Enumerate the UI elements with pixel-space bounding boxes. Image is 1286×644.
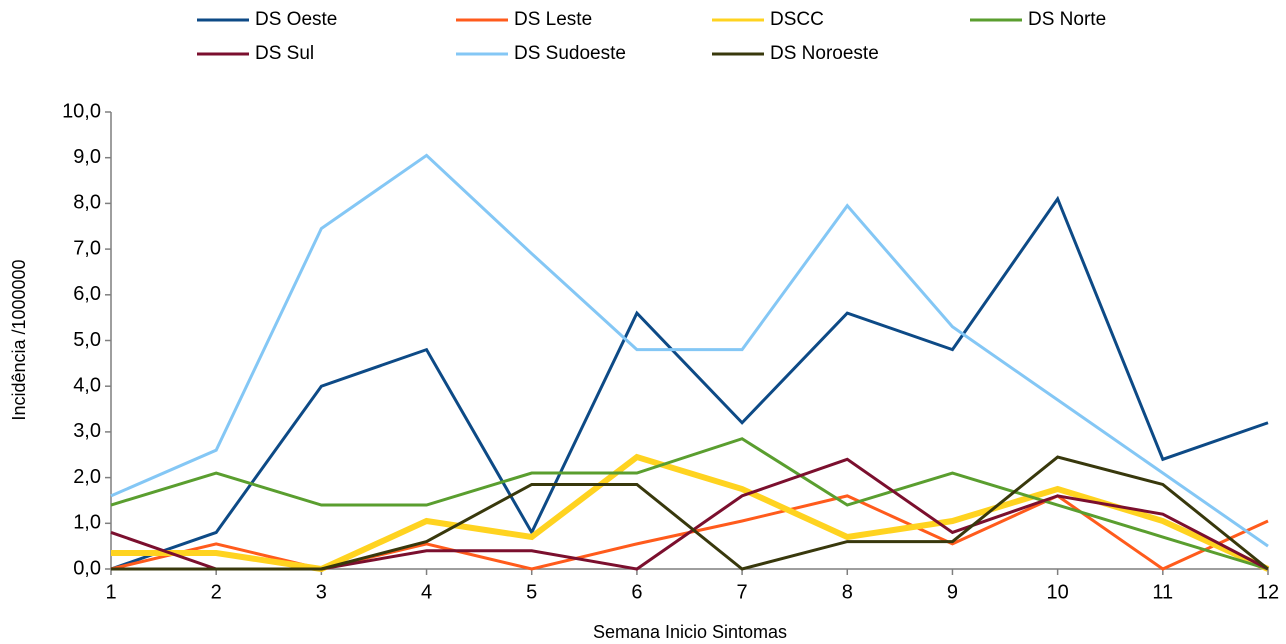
x-tick-label: 2 [211,581,222,603]
y-tick-label: 6,0 [73,283,101,305]
series-line [110,153,1269,548]
x-axis-label: Semana Inicio Sintomas [593,622,787,642]
series-line [111,455,1269,571]
x-tick-label: 12 [1257,581,1279,603]
x-tick-label: 1 [105,581,116,603]
legend-label: DS Oeste [255,9,337,30]
y-tick-label: 10,0 [62,100,101,122]
x-tick-label: 6 [631,581,642,603]
x-tick-label: 8 [842,581,853,603]
y-tick-label: 0,0 [73,557,101,579]
y-tick-label: 5,0 [73,329,101,351]
x-tick-label: 11 [1152,581,1173,603]
legend-label: DS Noroeste [770,43,879,64]
x-tick-label: 4 [421,581,432,603]
x-tick-label: 10 [1047,581,1069,603]
series-line [110,437,1269,571]
x-tick-label: 3 [316,581,327,603]
y-axis-label: Incidência /1000000 [9,259,29,420]
series-line [110,195,1269,571]
x-tick-label: 5 [526,581,537,603]
y-tick-label: 2,0 [73,466,101,488]
y-tick-label: 3,0 [73,420,101,442]
series-line [111,453,1270,573]
y-tick-label: 9,0 [73,146,101,168]
legend-label: DSCC [770,9,824,30]
y-tick-label: 1,0 [73,512,101,534]
y-tick-label: 8,0 [73,192,101,214]
y-tick-label: 4,0 [73,374,101,396]
legend-label: DS Norte [1028,9,1106,30]
x-tick-label: 7 [737,581,748,603]
legend-label: DS Sul [255,43,314,64]
legend-label: DS Leste [514,9,592,30]
y-tick-label: 7,0 [73,237,101,259]
legend-label: DS Sudoeste [514,43,626,64]
x-tick-label: 9 [947,581,958,603]
